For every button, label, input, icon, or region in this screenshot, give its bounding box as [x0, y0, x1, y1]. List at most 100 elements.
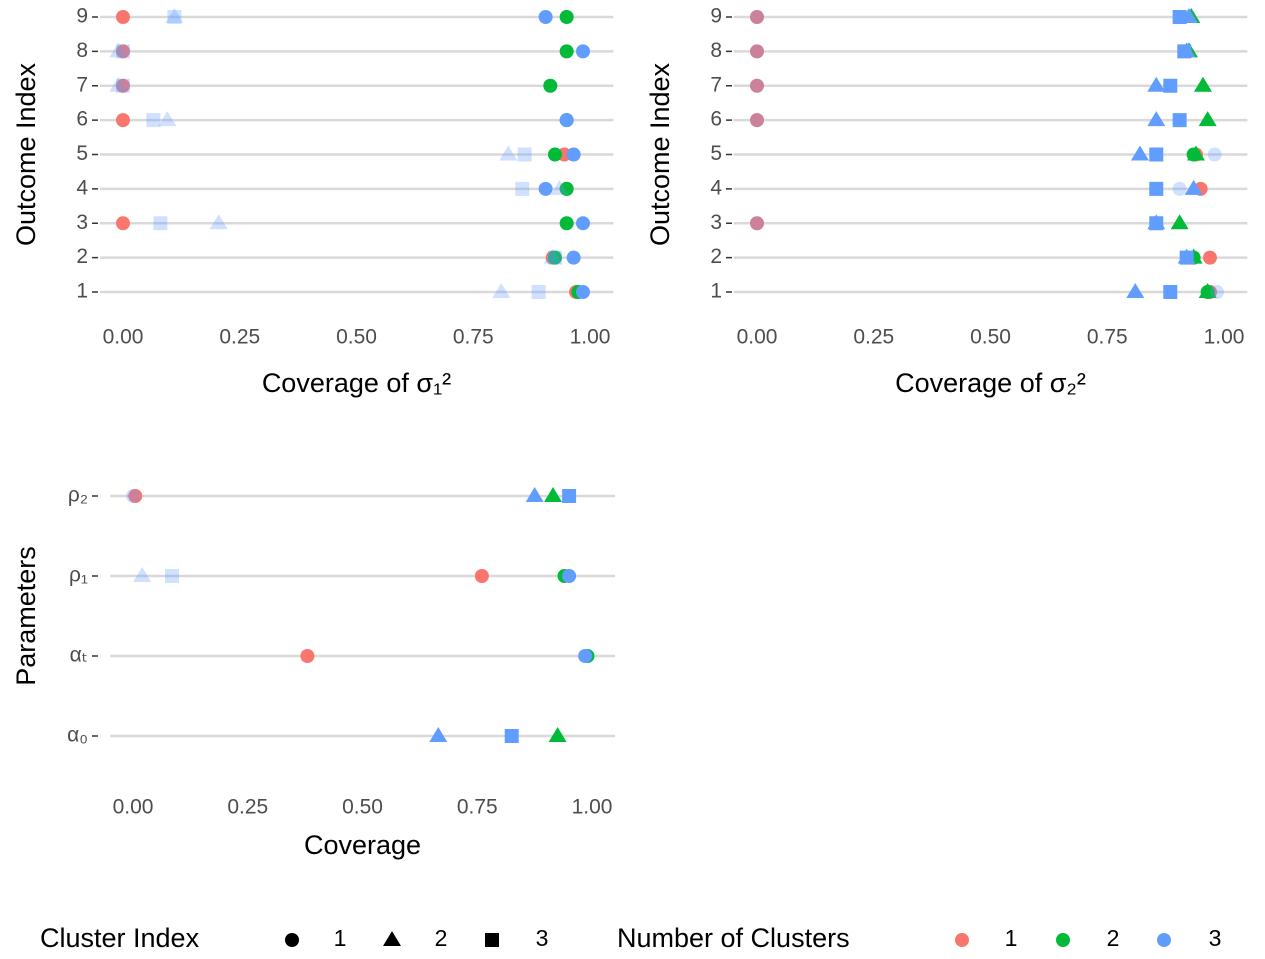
point	[1207, 147, 1222, 162]
legend-title: Cluster Index	[40, 923, 200, 953]
legend-key	[285, 933, 299, 947]
point	[109, 76, 128, 92]
point	[750, 78, 764, 93]
point	[575, 44, 590, 59]
point	[1184, 179, 1203, 195]
point	[116, 78, 130, 93]
y-tick-label: 2	[710, 245, 722, 268]
point	[543, 248, 562, 264]
point	[559, 113, 574, 128]
point	[167, 10, 182, 24]
point	[116, 113, 130, 128]
point	[126, 489, 141, 503]
y-tick-label: 6	[710, 108, 722, 131]
point	[750, 113, 764, 128]
point	[116, 44, 130, 59]
point	[429, 727, 448, 742]
point	[525, 487, 544, 502]
x-tick-label: 0.00	[103, 326, 144, 349]
point	[1126, 283, 1145, 298]
point	[750, 78, 764, 93]
y-axis-title: Outcome Index	[11, 62, 41, 246]
x-tick-label: 1.00	[570, 326, 611, 349]
point	[1149, 216, 1164, 231]
point	[492, 283, 511, 298]
legend-key	[1157, 933, 1171, 947]
legend-label: 3	[536, 925, 549, 951]
y-tick-label: αₜ	[70, 644, 88, 667]
x-tick-label: 0.50	[336, 326, 377, 349]
legend-label: 3	[1209, 925, 1222, 951]
point	[1198, 111, 1217, 127]
point	[550, 179, 569, 195]
point	[128, 489, 143, 503]
legend-label: 2	[435, 925, 448, 951]
legend-title: Number of Clusters	[617, 923, 850, 953]
y-tick-label: 4	[76, 176, 88, 199]
point	[499, 145, 518, 161]
point	[559, 10, 574, 24]
point	[116, 216, 130, 231]
point	[547, 147, 562, 162]
y-tick-label: 3	[710, 211, 722, 234]
point	[1186, 145, 1205, 161]
point	[1172, 10, 1187, 24]
point	[1172, 113, 1187, 128]
point	[1163, 285, 1178, 299]
point	[531, 285, 546, 299]
x-tick-label: 1.00	[572, 796, 613, 819]
point	[158, 111, 177, 127]
x-tick-label: 0.25	[853, 326, 894, 349]
x-axis-title: Coverage	[304, 830, 421, 860]
point	[474, 569, 489, 583]
y-tick-label: 5	[710, 142, 722, 165]
point	[517, 147, 532, 162]
point	[133, 567, 152, 582]
point	[750, 44, 764, 59]
y-tick-label: 1	[710, 280, 722, 303]
point	[1209, 285, 1224, 299]
point	[547, 250, 562, 265]
point	[538, 181, 553, 196]
point	[504, 729, 519, 743]
point	[515, 181, 530, 196]
y-tick-label: 6	[76, 108, 88, 131]
point	[1147, 76, 1166, 92]
x-tick-label: 0.50	[342, 796, 383, 819]
x-axis-title: Coverage of σ₂²	[895, 368, 1086, 398]
x-tick-label: 0.00	[113, 796, 154, 819]
point	[116, 78, 130, 93]
point	[575, 285, 590, 299]
legend-label: 1	[1005, 925, 1018, 951]
point	[1170, 214, 1189, 230]
point	[750, 113, 764, 128]
point	[559, 181, 574, 196]
x-tick-label: 0.00	[737, 326, 778, 349]
point	[1130, 145, 1149, 161]
x-tick-label: 0.75	[453, 326, 494, 349]
point	[578, 649, 593, 663]
point	[547, 250, 562, 265]
legend-label: 1	[334, 925, 347, 951]
legend-label: 2	[1107, 925, 1120, 951]
point	[562, 489, 577, 503]
point	[116, 44, 130, 59]
point	[750, 10, 764, 24]
y-tick-label: 3	[76, 211, 88, 234]
point	[165, 569, 180, 583]
y-tick-label: α₀	[67, 724, 88, 747]
x-tick-label: 0.25	[219, 326, 260, 349]
point	[1149, 181, 1164, 196]
point	[1163, 78, 1178, 93]
point	[165, 8, 184, 23]
point	[750, 10, 764, 24]
y-tick-label: 2	[76, 245, 88, 268]
y-axis-title: Parameters	[11, 546, 41, 686]
x-tick-label: 0.50	[970, 326, 1011, 349]
point	[750, 44, 764, 59]
point	[538, 10, 553, 24]
point	[300, 649, 315, 663]
y-tick-label: ρ₂	[68, 484, 88, 507]
y-tick-label: 1	[76, 280, 88, 303]
